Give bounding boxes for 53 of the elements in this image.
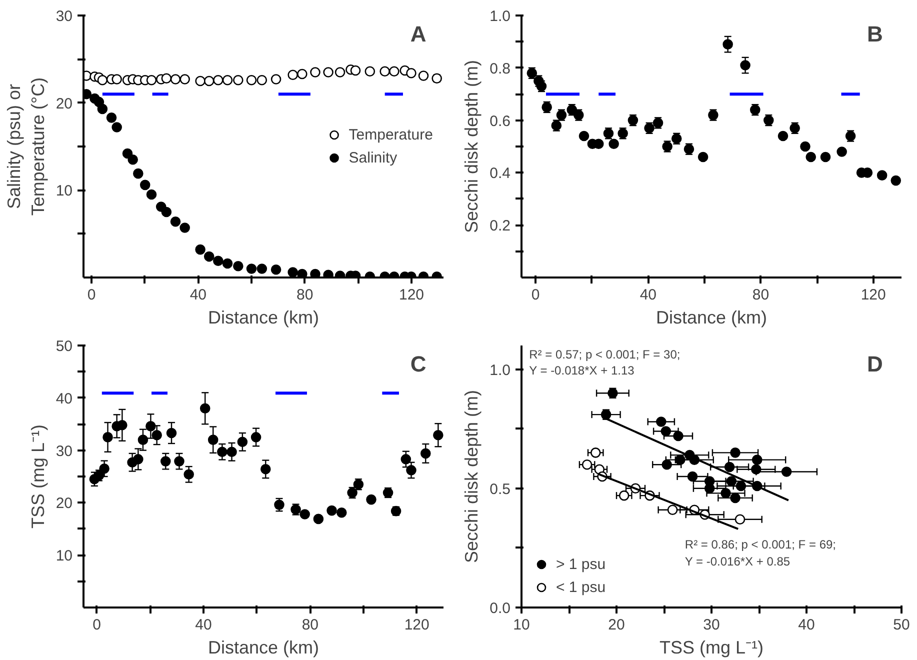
x-tick-label: 20 bbox=[608, 616, 625, 634]
x-axis-title: Distance (km) bbox=[208, 308, 320, 328]
x-tick-label: 80 bbox=[302, 616, 319, 634]
y-tick-label: 40 bbox=[56, 390, 73, 408]
x-tick-label: 120 bbox=[404, 616, 430, 634]
y-tick-label: 1.0 bbox=[490, 8, 511, 25]
x-tick-label: 0 bbox=[531, 286, 540, 304]
x-tick-label: 0 bbox=[92, 616, 102, 634]
legend-label: > 1 psu bbox=[556, 556, 606, 572]
annotation: B bbox=[866, 21, 883, 46]
y-axis-title: Secchi disk depth (m) bbox=[462, 60, 482, 234]
x-tick-label: 120 bbox=[860, 286, 886, 304]
x-tick-label: 40 bbox=[640, 286, 657, 304]
y-tick-label: 30 bbox=[56, 442, 73, 460]
annotation: D bbox=[866, 351, 883, 376]
legend-label: Salinity bbox=[348, 149, 398, 166]
y-tick-label: 0.0 bbox=[490, 600, 511, 617]
y-tick-label: 30 bbox=[56, 8, 73, 25]
annotation: R² = 0.86; p < 0.001; F = 69; bbox=[684, 538, 836, 552]
y-tick-label: 0.4 bbox=[490, 165, 511, 182]
y-tick-label: 10 bbox=[56, 182, 73, 200]
x-tick-label: 40 bbox=[195, 616, 212, 634]
y-tick-label: 20 bbox=[56, 495, 73, 512]
annotation: Y = -0.016*X + 0.85 bbox=[684, 554, 790, 569]
x-tick-label: 40 bbox=[190, 286, 207, 304]
x-tick-label: 80 bbox=[752, 286, 770, 304]
x-tick-label: 10 bbox=[513, 616, 530, 634]
y-tick-label: 50 bbox=[56, 338, 73, 355]
legend-label: < 1 psu bbox=[556, 578, 606, 596]
x-tick-label: 0 bbox=[87, 286, 96, 304]
y-axis-title: Salinity (psu) or Temperature (°C) bbox=[4, 77, 48, 216]
x-tick-label: 50 bbox=[893, 616, 910, 634]
annotation: R² = 0.57; p < 0.001; F = 30; bbox=[529, 348, 680, 362]
y-tick-label: 0.8 bbox=[490, 60, 511, 78]
y-tick-label: 1.0 bbox=[490, 362, 511, 379]
x-axis-title: Distance (km) bbox=[208, 638, 320, 658]
y-tick-label: 10 bbox=[56, 548, 73, 565]
x-tick-label: 30 bbox=[703, 616, 720, 634]
x-axis-title: TSS (mg L⁻¹) bbox=[659, 638, 764, 658]
x-axis-title: Distance (km) bbox=[656, 308, 768, 328]
y-axis-title: Secchi disk depth (m) bbox=[462, 390, 482, 564]
x-tick-label: 120 bbox=[398, 286, 424, 304]
legend-label: Temperature bbox=[348, 126, 433, 143]
y-tick-label: 0.2 bbox=[490, 218, 511, 235]
y-tick-label: 0.5 bbox=[490, 480, 511, 498]
x-tick-label: 80 bbox=[296, 286, 314, 304]
y-tick-label: 20 bbox=[56, 95, 73, 112]
annotation: A bbox=[410, 21, 426, 46]
y-axis-title: TSS (mg L⁻¹) bbox=[28, 424, 48, 529]
annotation: Y = -0.018*X + 1.13 bbox=[529, 363, 635, 378]
x-tick-label: 40 bbox=[798, 616, 815, 634]
annotation: C bbox=[410, 351, 426, 376]
y-tick-label: 0.6 bbox=[490, 112, 511, 130]
